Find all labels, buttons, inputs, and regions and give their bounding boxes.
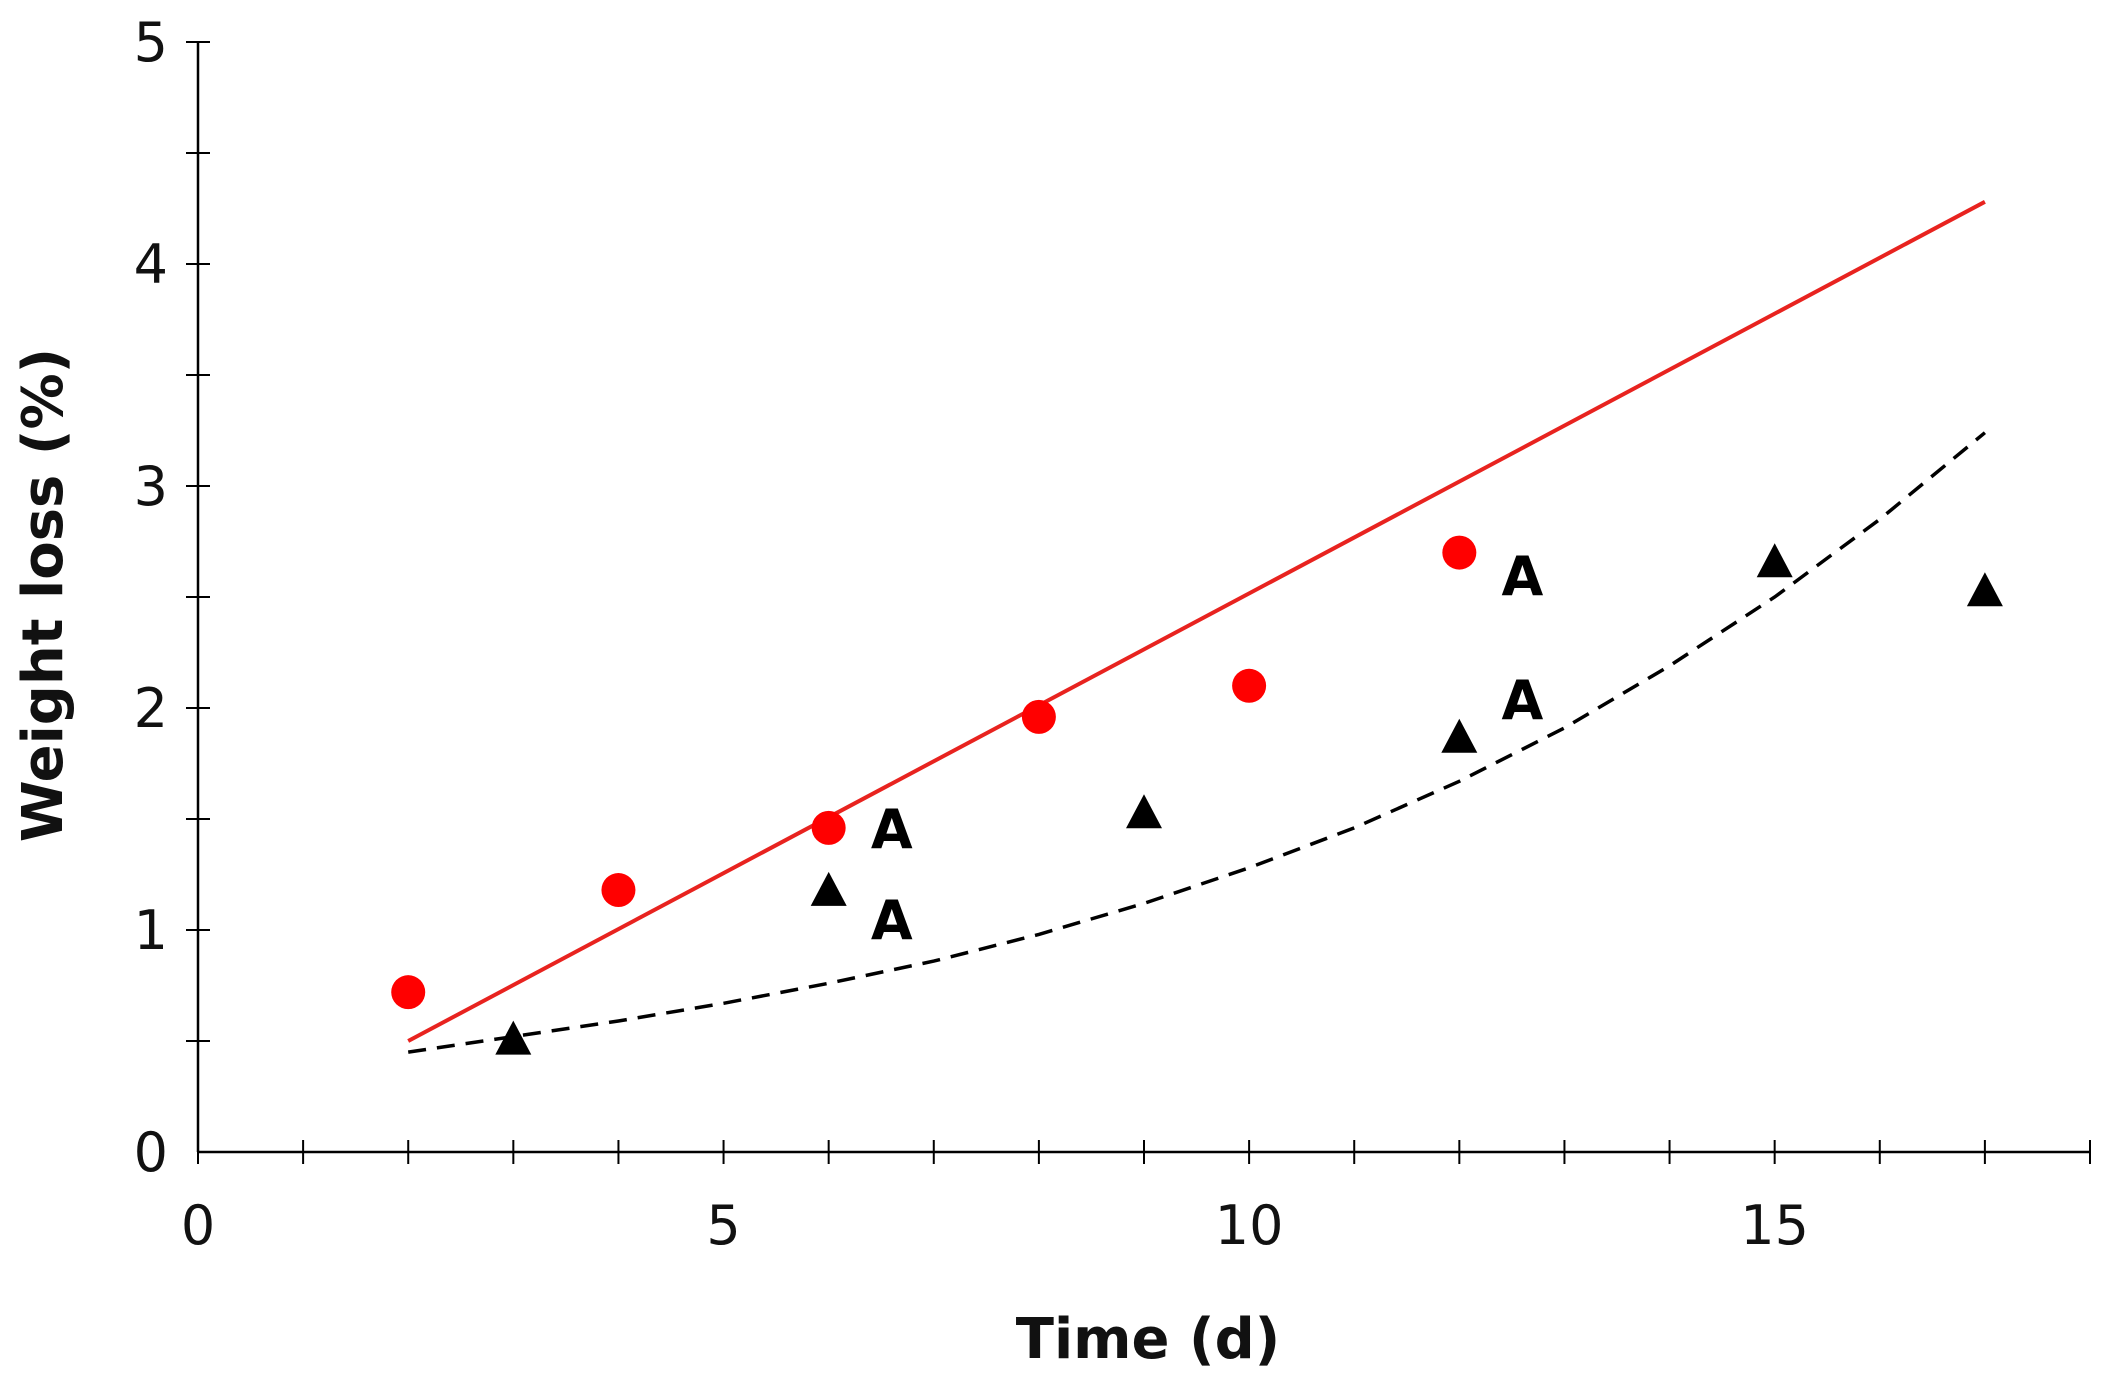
data-points bbox=[391, 535, 2003, 1055]
red-circle-point bbox=[1232, 668, 1267, 703]
annotation-label: A bbox=[1502, 545, 1544, 608]
y-tick-label-5: 5 bbox=[134, 11, 168, 74]
y-tick-label-3: 3 bbox=[134, 455, 168, 518]
x-tick-label-10: 10 bbox=[1215, 1194, 1284, 1257]
y-tick-label-1: 1 bbox=[134, 899, 168, 962]
dashed-fit-line bbox=[407, 431, 1987, 1054]
annotation-label: A bbox=[1502, 669, 1544, 732]
black-triangle-point bbox=[495, 1020, 532, 1055]
x-axis-title: Time (d) bbox=[1016, 1307, 1281, 1372]
black-triangle-point bbox=[1126, 794, 1162, 829]
y-tick-label-0: 0 bbox=[134, 1121, 168, 1184]
fit-lines bbox=[407, 200, 1987, 1054]
red-circle-point bbox=[1442, 535, 1477, 570]
y-tick-label-2: 2 bbox=[134, 677, 168, 740]
x-tick-label-0: 0 bbox=[181, 1194, 215, 1257]
red-circle-point bbox=[391, 975, 426, 1010]
y-axis-title: Weight loss (%) bbox=[11, 348, 76, 842]
black-triangle-point bbox=[810, 871, 847, 906]
y-tick-label-4: 4 bbox=[134, 233, 168, 296]
linear-fit-line bbox=[407, 200, 1986, 1043]
black-triangle-point bbox=[1966, 572, 2003, 607]
black-triangle-point bbox=[1441, 718, 1478, 753]
annotation-label: A bbox=[871, 798, 913, 861]
black-triangle-point bbox=[1756, 543, 1793, 578]
red-circle-point bbox=[1021, 699, 1056, 734]
red-circle-point bbox=[601, 873, 636, 908]
annotation-label: A bbox=[871, 889, 913, 952]
x-tick-label-5: 5 bbox=[706, 1194, 740, 1257]
x-tick-label-15: 15 bbox=[1740, 1194, 1809, 1257]
axes bbox=[186, 41, 2091, 1164]
red-circle-point bbox=[811, 810, 846, 845]
